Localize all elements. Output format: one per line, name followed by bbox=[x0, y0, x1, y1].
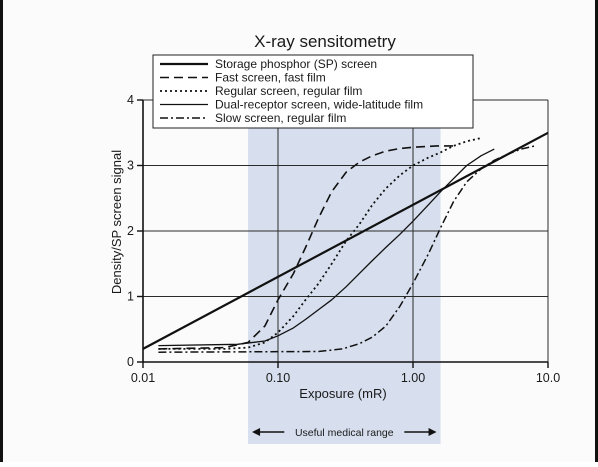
x-tick-label: 0.10 bbox=[266, 371, 290, 385]
x-tick-label: 0.01 bbox=[131, 371, 155, 385]
range-arrowhead-right bbox=[428, 428, 437, 436]
series-line-4 bbox=[158, 148, 495, 347]
x-tick-label: 1.00 bbox=[401, 371, 425, 385]
y-tick-label: 2 bbox=[127, 224, 134, 238]
useful-range-indicator: Useful medical range bbox=[252, 427, 437, 439]
series-line-5 bbox=[158, 145, 536, 353]
chart-title: X-ray sensitometry bbox=[254, 32, 396, 51]
x-tick-label: 10.0 bbox=[536, 371, 560, 385]
useful-range-band bbox=[248, 92, 441, 444]
y-tick-label: 3 bbox=[127, 159, 134, 173]
y-tick-label: 0 bbox=[127, 355, 134, 369]
sensitometry-chart: X-ray sensitometry 0 1 2 3 4 0.01 0.10 1.00 10.0… bbox=[109, 32, 560, 444]
y-tick-label: 1 bbox=[127, 290, 134, 304]
x-axis-label: Exposure (mR) bbox=[299, 386, 386, 401]
legend-label-5: Slow screen, regular film bbox=[215, 111, 346, 125]
y-axis-label: Density/SP screen signal bbox=[109, 150, 124, 294]
legend-label-3: Regular screen, regular film bbox=[215, 84, 362, 98]
legend-label-2: Fast screen, fast film bbox=[215, 71, 326, 85]
legend-label-1: Storage phosphor (SP) screen bbox=[215, 57, 377, 71]
y-tick-label: 4 bbox=[127, 93, 134, 107]
legend-label-4: Dual-receptor screen, wide-latitude film bbox=[215, 98, 423, 112]
series-line-2 bbox=[158, 145, 454, 350]
useful-range-label: Useful medical range bbox=[295, 427, 394, 439]
range-arrowhead-left bbox=[252, 428, 261, 436]
